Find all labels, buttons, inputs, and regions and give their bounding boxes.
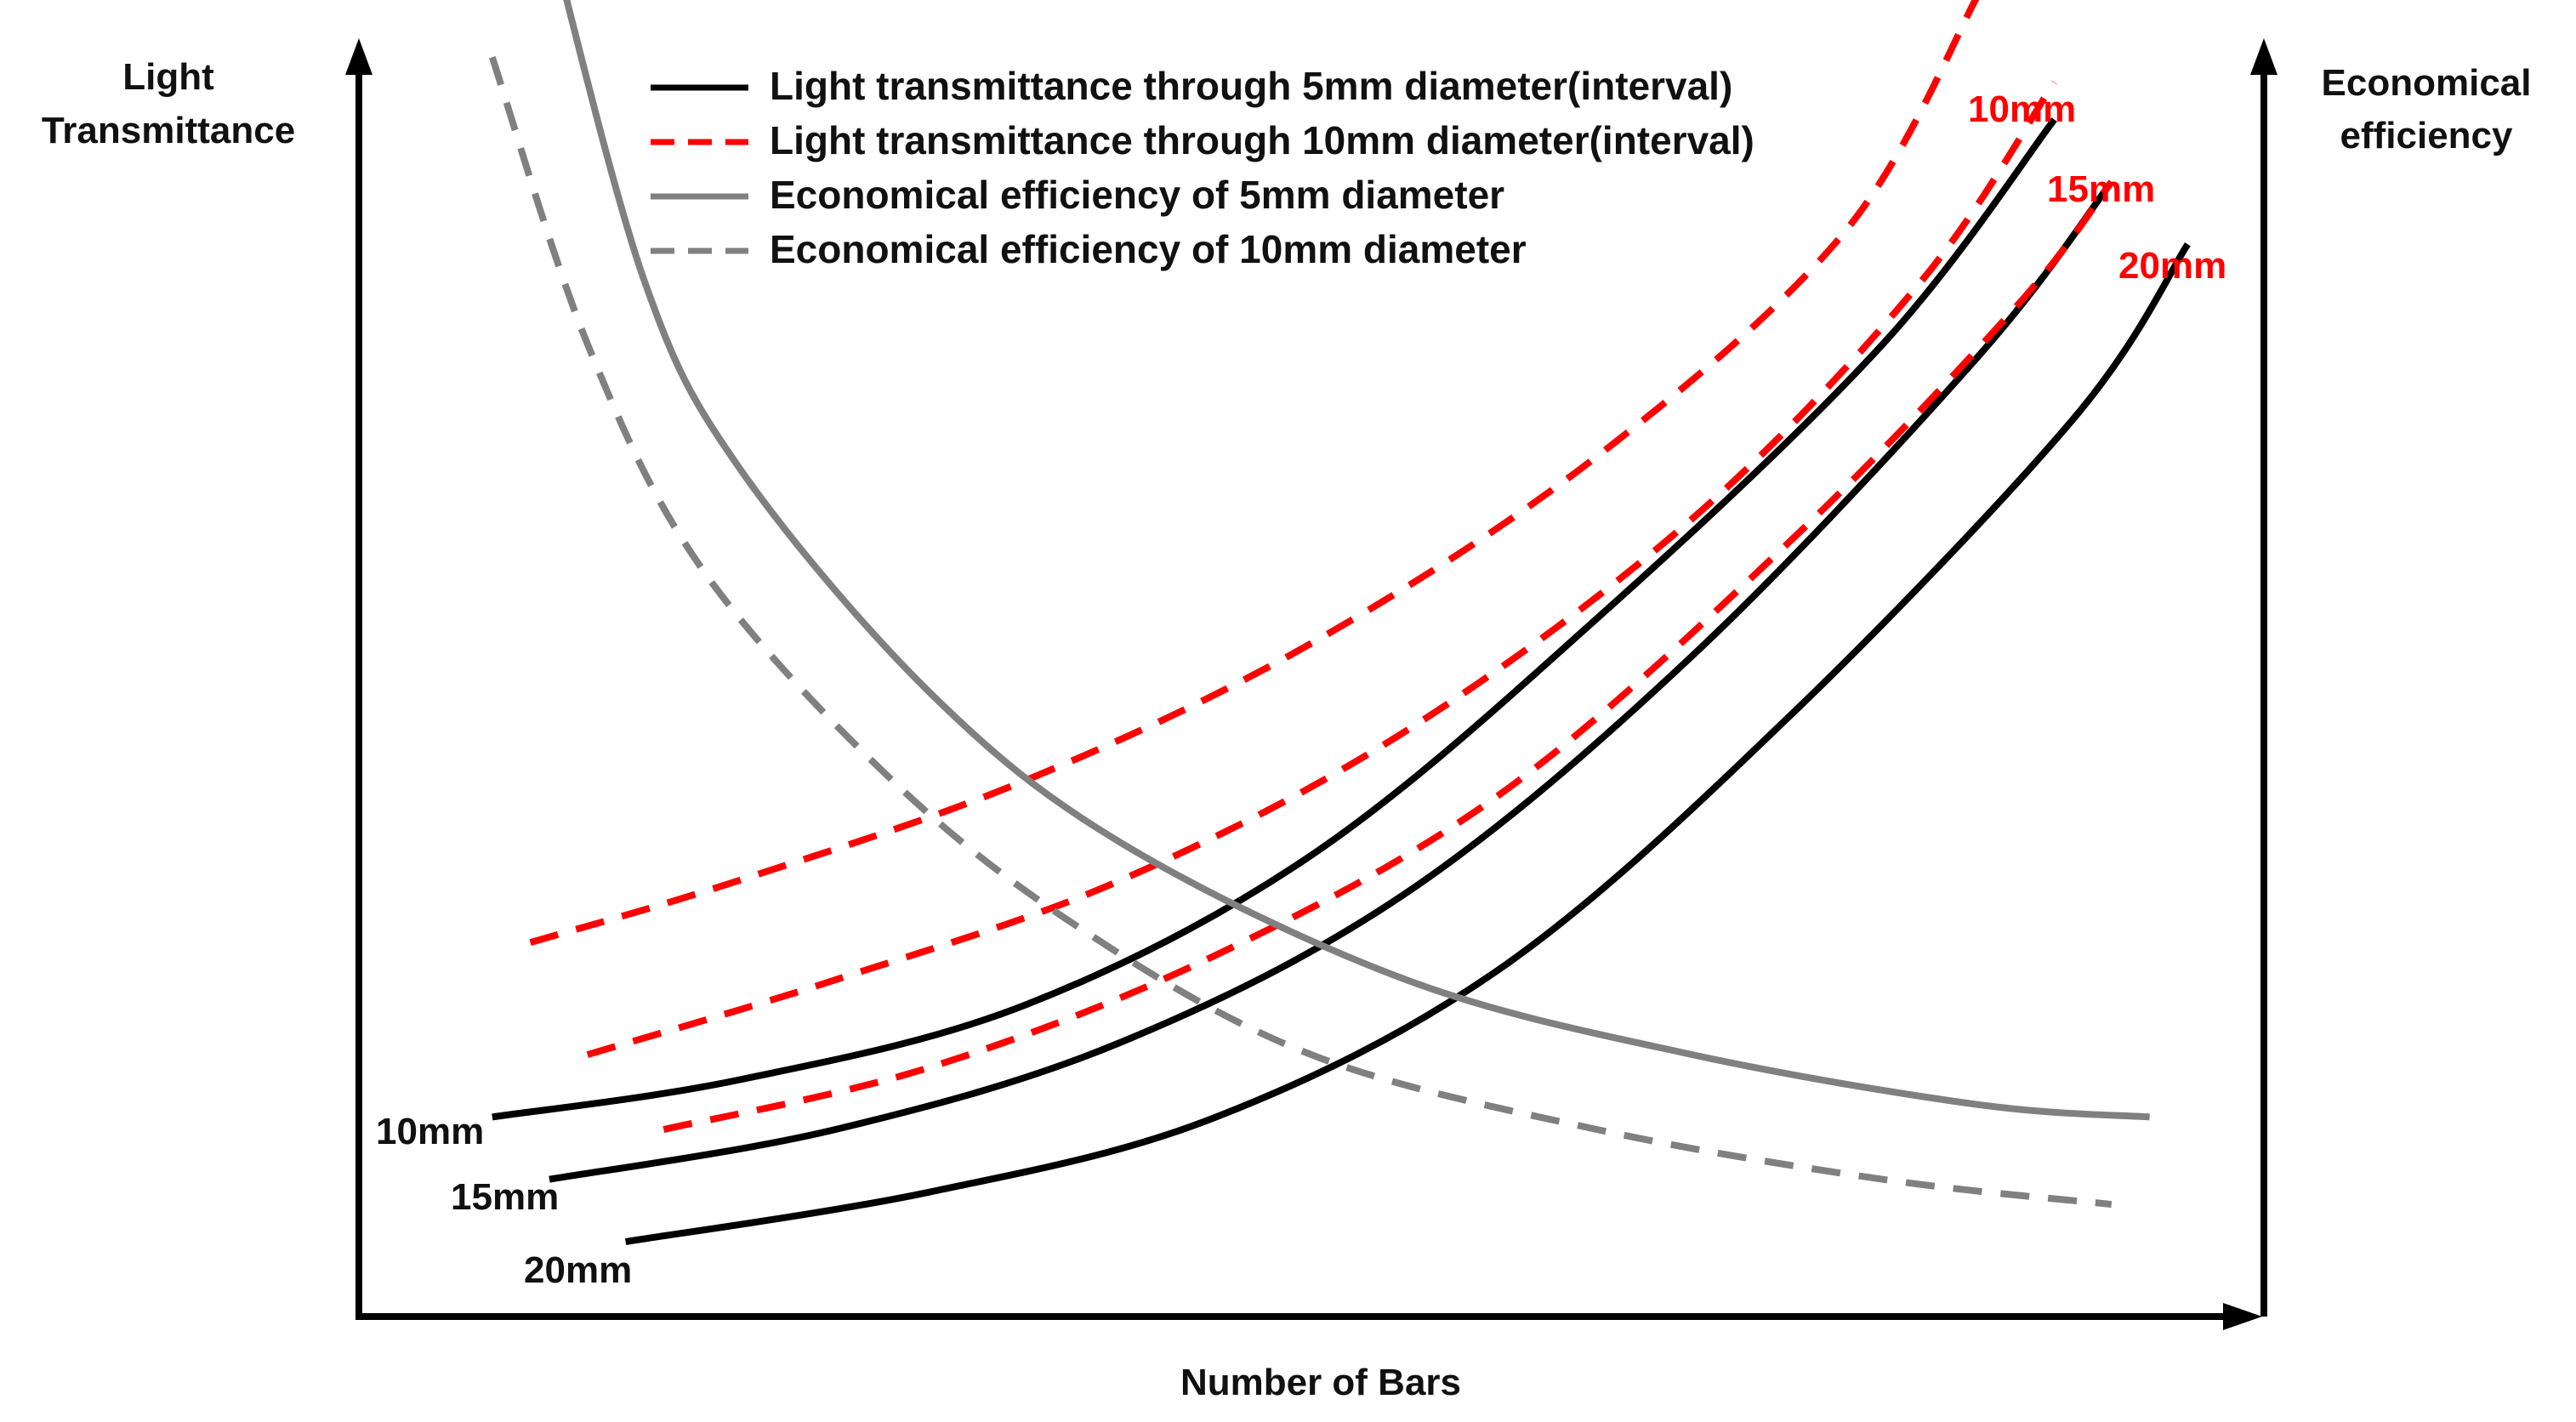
y-axis-right-label-line1: Economical — [2322, 62, 2532, 104]
x-axis-arrow-icon — [2223, 1303, 2262, 1330]
legend-label-0: Light transmittance through 5mm diameter… — [770, 64, 1732, 108]
black-series-20mm-line — [624, 242, 2191, 1245]
y-axis-left-label-line2: Transmittance — [42, 110, 295, 151]
economy-series-5mm-diameter-line — [563, 0, 2150, 1121]
legend: Light transmittance through 5mm diameter… — [651, 64, 1754, 271]
curve-label-red-20mm: 20mm — [2118, 245, 2226, 287]
series-layer — [489, 0, 2191, 1245]
y-axis-left-arrow-icon — [345, 38, 372, 75]
economy-series-10mm-diameter-line — [489, 56, 2113, 1209]
curve-label-red-15mm: 15mm — [2047, 168, 2155, 210]
red-series-15mm-line — [586, 80, 2057, 1058]
red-series-20mm-line — [662, 179, 2114, 1133]
y-axis-left-label-line1: Light — [122, 56, 214, 98]
curve-label-black-20mm: 20mm — [524, 1249, 632, 1291]
x-axis-label: Number of Bars — [1180, 1362, 1461, 1403]
y-axis-right-arrow-icon — [2250, 38, 2277, 75]
legend-label-1: Light transmittance through 10mm diamete… — [770, 118, 1754, 162]
black-series-10mm-line — [492, 117, 2057, 1121]
y-axis-right-label-line2: efficiency — [2340, 115, 2514, 156]
legend-label-3: Economical efficiency of 10mm diameter — [770, 227, 1527, 271]
curve-label-black-15mm: 15mm — [451, 1176, 559, 1218]
curve-label-red-10mm: 10mm — [1968, 88, 2076, 130]
legend-label-2: Economical efficiency of 5mm diameter — [770, 173, 1504, 217]
black-series-15mm-line — [549, 179, 2114, 1183]
curve-label-black-10mm: 10mm — [376, 1111, 484, 1152]
